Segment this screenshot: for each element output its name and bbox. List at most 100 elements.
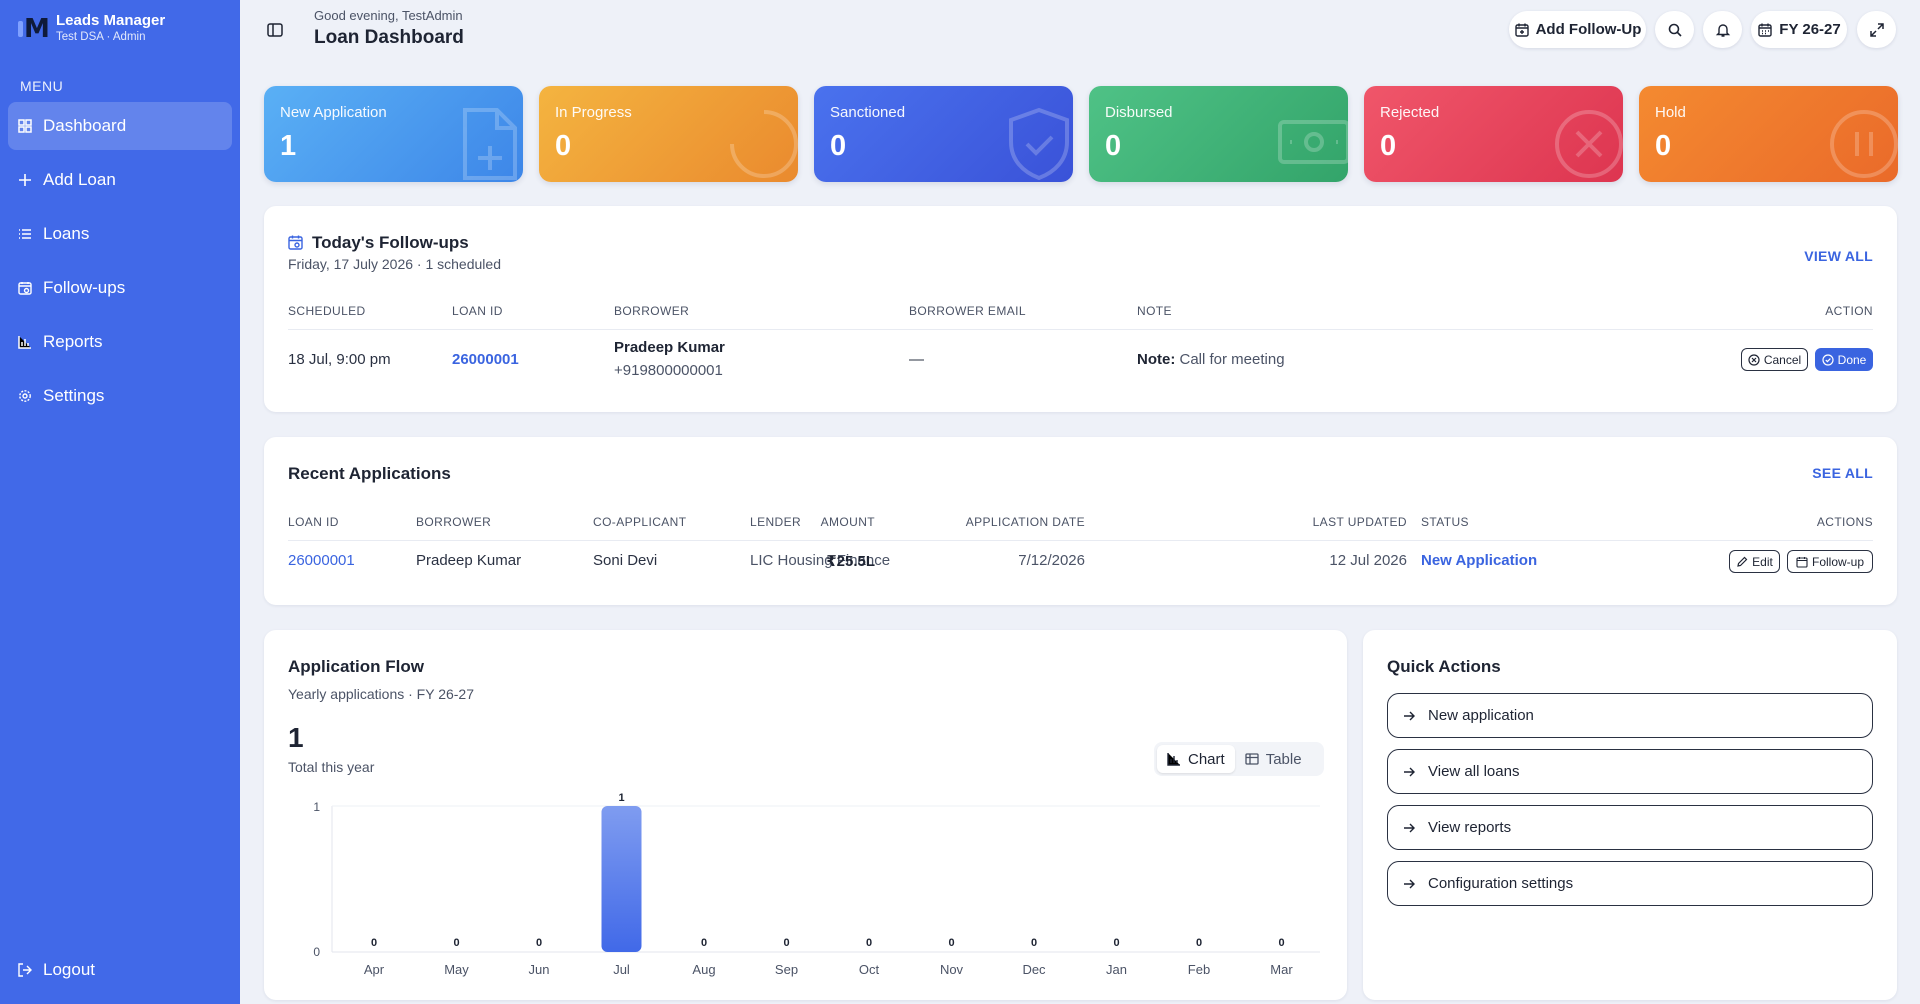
borrower-name: Pradeep Kumar — [614, 339, 725, 356]
search-button[interactable] — [1655, 11, 1694, 48]
calendar-clock-icon — [17, 280, 33, 296]
pause-circle-icon — [1830, 110, 1898, 178]
fullscreen-button[interactable] — [1857, 11, 1896, 48]
bar-value-label: 0 — [536, 937, 542, 949]
brand[interactable]: M Leads Manager Test DSA · Admin — [18, 12, 165, 44]
stat-label: Rejected — [1380, 104, 1440, 121]
view-all-link[interactable]: VIEW ALL — [1804, 248, 1873, 264]
stat-card-rejected[interactable]: Rejected 0 — [1364, 86, 1623, 182]
x-tick-label: Nov — [940, 962, 964, 977]
follow-up-button[interactable]: Follow-up — [1787, 550, 1873, 573]
borrower-name: Pradeep Kumar — [416, 552, 522, 569]
sidebar: M Leads Manager Test DSA · Admin MENU Da… — [0, 0, 240, 1004]
loan-id-link[interactable]: 26000001 — [452, 351, 519, 368]
configuration-settings-button[interactable]: Configuration settings — [1387, 861, 1873, 906]
calendar-icon — [1796, 556, 1808, 568]
x-tick-label: Jun — [529, 962, 550, 977]
stat-card-disbursed[interactable]: Disbursed 0 — [1089, 86, 1348, 182]
column-header: APPLICATION DATE — [965, 515, 1085, 529]
sidebar-item-loans[interactable]: Loans — [8, 210, 232, 258]
sidebar-toggle-icon[interactable] — [266, 21, 284, 39]
sidebar-item-settings[interactable]: Settings — [8, 372, 232, 420]
fiscal-year-selector[interactable]: FY 26-27 — [1751, 11, 1847, 48]
x-tick-label: Jan — [1106, 962, 1127, 977]
logout-button[interactable]: Logout — [17, 960, 95, 980]
new-application-button[interactable]: New application — [1387, 693, 1873, 738]
brand-subtitle: Test DSA · Admin — [56, 31, 146, 43]
edit-label: Edit — [1752, 554, 1773, 569]
total-count: 1 — [288, 722, 304, 753]
total-label: Total this year — [288, 759, 375, 775]
table-view-button[interactable]: Table — [1235, 745, 1312, 773]
done-button[interactable]: Done — [1815, 348, 1873, 371]
sidebar-item-dashboard[interactable]: Dashboard — [8, 102, 232, 150]
panel-subtitle: Yearly applications · FY 26-27 — [288, 686, 474, 702]
column-header: CO-APPLICANT — [593, 515, 687, 529]
application-flow-panel: Application Flow Yearly applications · F… — [264, 630, 1347, 1000]
stat-value: 0 — [1380, 130, 1397, 162]
sidebar-item-label: Dashboard — [43, 116, 127, 135]
column-header: AMOUNT — [820, 515, 875, 529]
arrow-right-icon — [1402, 821, 1416, 835]
add-follow-up-button[interactable]: Add Follow-Up — [1509, 11, 1646, 48]
bar-value-label: 1 — [618, 792, 624, 804]
logout-icon — [17, 962, 33, 978]
divider — [288, 329, 1873, 330]
stat-card-in-progress[interactable]: In Progress 0 — [539, 86, 798, 182]
x-circle-icon — [1555, 110, 1623, 178]
calendar-clock-icon — [288, 235, 303, 255]
stat-label: In Progress — [555, 104, 632, 121]
bar-value-label: 0 — [701, 937, 707, 949]
cancel-button[interactable]: Cancel — [1741, 348, 1808, 371]
note-label: Note: — [1137, 351, 1176, 368]
column-header: BORROWER — [416, 515, 492, 529]
note: Note: Call for meeting — [1137, 351, 1285, 368]
list-icon — [17, 226, 33, 242]
brand-logo: M — [18, 14, 50, 44]
stat-label: Disbursed — [1105, 104, 1173, 121]
panel-subtitle: Friday, 17 July 2026 · 1 scheduled — [288, 256, 501, 272]
bar-value-label: 0 — [1278, 937, 1284, 949]
sidebar-item-label: Add Loan — [43, 170, 116, 189]
follow-up-label: Follow-up — [1811, 554, 1865, 569]
stat-card-hold[interactable]: Hold 0 — [1639, 86, 1898, 182]
view-toggle: Chart Table — [1154, 742, 1324, 776]
bar-chart-icon — [1167, 752, 1181, 766]
sidebar-item-label: Follow-ups — [43, 278, 126, 297]
stat-value: 0 — [1655, 130, 1672, 162]
sidebar-item-label: Reports — [43, 332, 103, 351]
brand-name: Leads Manager — [56, 12, 166, 29]
edit-button[interactable]: Edit — [1729, 550, 1780, 573]
bar-value-label: 0 — [948, 937, 954, 949]
bell-icon — [1715, 22, 1731, 38]
see-all-link[interactable]: SEE ALL — [1812, 465, 1873, 481]
stat-card-new-application[interactable]: New Application 1 — [264, 86, 523, 182]
shield-check-icon — [1009, 107, 1069, 181]
loan-amount: ₹25.5L — [826, 553, 875, 570]
quick-action-label: New application — [1428, 707, 1534, 724]
quick-action-label: View reports — [1428, 819, 1512, 836]
gear-icon — [17, 388, 33, 404]
column-header: STATUS — [1421, 515, 1469, 529]
bar-value-label: 0 — [1113, 937, 1119, 949]
view-all-loans-button[interactable]: View all loans — [1387, 749, 1873, 794]
column-header: BORROWER — [614, 304, 690, 318]
greeting: Good evening, TestAdmin — [314, 8, 463, 23]
arrow-right-icon — [1402, 877, 1416, 891]
co-applicant-name: Soni Devi — [593, 552, 658, 569]
sidebar-item-follow-ups[interactable]: Follow-ups — [8, 264, 232, 312]
plus-icon — [17, 172, 33, 188]
banknote-icon — [1278, 120, 1348, 164]
stat-card-sanctioned[interactable]: Sanctioned 0 — [814, 86, 1073, 182]
chart-view-label: Chart — [1188, 750, 1225, 768]
sidebar-item-reports[interactable]: Reports — [8, 318, 232, 366]
column-header: LENDER — [750, 515, 802, 529]
notifications-button[interactable] — [1703, 11, 1742, 48]
loan-id-link[interactable]: 26000001 — [288, 552, 355, 569]
sidebar-item-add-loan[interactable]: Add Loan — [8, 156, 232, 204]
last-updated: 12 Jul 2026 — [1329, 552, 1407, 569]
chart-view-button[interactable]: Chart — [1157, 745, 1235, 773]
stat-value: 0 — [555, 130, 572, 162]
view-reports-button[interactable]: View reports — [1387, 805, 1873, 850]
column-header: LOAN ID — [452, 304, 503, 318]
